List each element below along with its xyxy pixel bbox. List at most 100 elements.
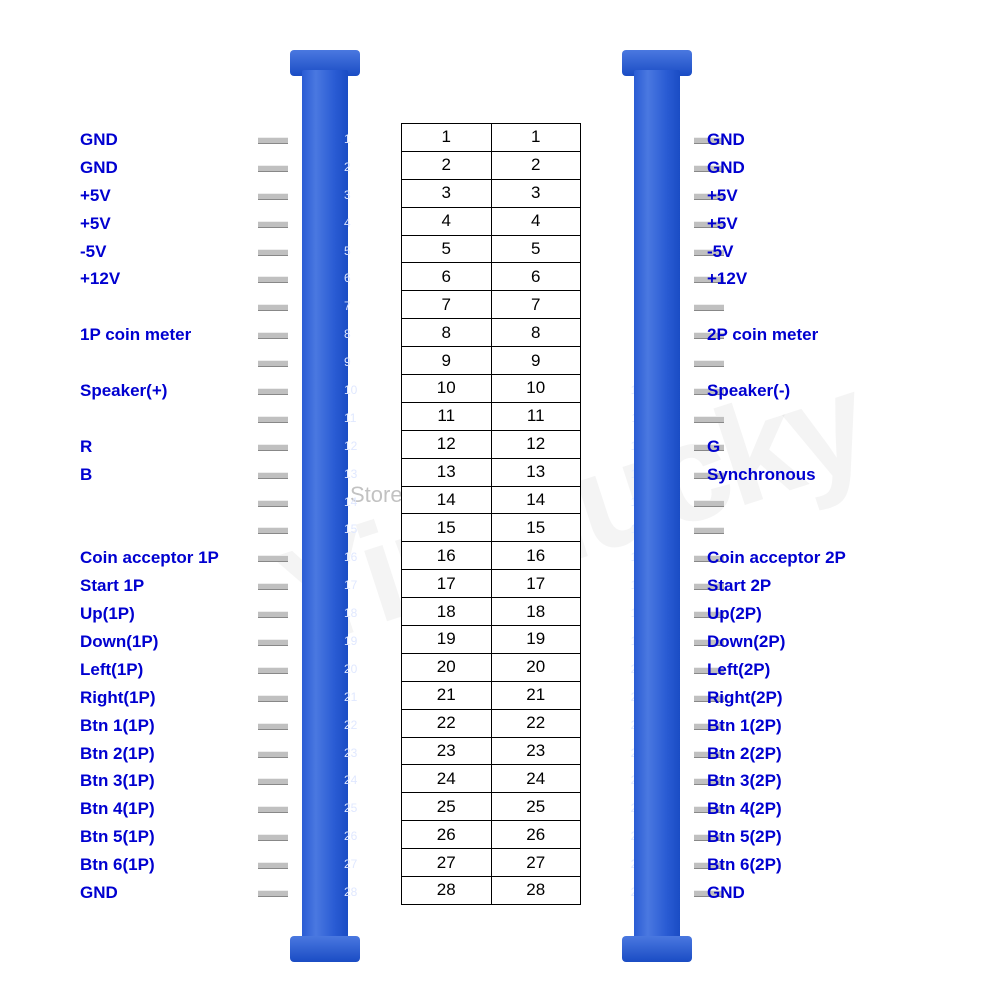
pin-label-left: Right(1P) [80,684,250,712]
table-cell-right-number: 16 [491,542,581,570]
connector-pin [258,767,288,795]
connector-pin [258,489,288,517]
table-cell-left-number: 12 [402,430,492,458]
pin-label-left: R [80,433,250,461]
table-row: 44 [402,207,581,235]
pin-label-right: Btn 3(2P) [707,767,877,795]
table-row: 2424 [402,765,581,793]
table-row: 1313 [402,458,581,486]
pin-label-left: -5V [80,238,250,266]
table-row: 2828 [402,877,581,905]
table-cell-left-number: 28 [402,877,492,905]
connector-pin [258,210,288,238]
pin-label-right: Up(2P) [707,600,877,628]
connector-pin-number: 16 [340,544,370,572]
table-row: 77 [402,291,581,319]
table-cell-right-number: 11 [491,402,581,430]
table-cell-right-number: 25 [491,793,581,821]
table-cell-left-number: 8 [402,319,492,347]
pin-label-left: +5V [80,182,250,210]
connector-pin [258,823,288,851]
pin-label-right: G [707,433,877,461]
table-cell-left-number: 15 [402,514,492,542]
pin-label-left: +5V [80,210,250,238]
connector-pin-number: 11 [340,405,370,433]
pin-label-left: Coin acceptor 1P [80,544,250,572]
table-cell-left-number: 6 [402,263,492,291]
pin-label-right: Btn 1(2P) [707,712,877,740]
connector-pin-number: 2 [340,154,370,182]
table-cell-right-number: 9 [491,347,581,375]
connector-pin [258,265,288,293]
pin-label-right [707,405,877,433]
table-cell-right-number: 22 [491,709,581,737]
pin-label-right [707,489,877,517]
table-cell-left-number: 19 [402,626,492,654]
table-cell-left-number: 4 [402,207,492,235]
connector-pin-number: 10 [340,377,370,405]
connector-pin-number: 15 [340,516,370,544]
table-row: 2020 [402,653,581,681]
table-cell-right-number: 14 [491,486,581,514]
left-connector-numbers: 1234567891011121314151617181920212223242… [340,126,370,908]
table-row: 1616 [402,542,581,570]
table-cell-left-number: 23 [402,737,492,765]
connector-pin [258,349,288,377]
table-cell-left-number: 20 [402,653,492,681]
connector-pin [258,712,288,740]
connector-pin [258,600,288,628]
pin-label-right: GND [707,154,877,182]
connector-pin-number: 3 [340,182,370,210]
connector-pin [258,516,288,544]
table-cell-left-number: 2 [402,151,492,179]
table-cell-right-number: 24 [491,765,581,793]
connector-pin-number: 6 [340,265,370,293]
left-labels-column: GNDGND+5V+5V-5V+12V1P coin meterSpeaker(… [80,126,250,907]
right-connector-body [622,50,692,962]
connector-pin-number: 18 [340,600,370,628]
table-row: 1212 [402,430,581,458]
table-cell-right-number: 21 [491,681,581,709]
table-cell-right-number: 23 [491,737,581,765]
connector-pin-number: 12 [340,433,370,461]
connector-pin-number: 5 [340,238,370,266]
table-cell-right-number: 3 [491,179,581,207]
connector-pin-number: 26 [340,823,370,851]
table-cell-right-number: 1 [491,124,581,152]
table-row: 11 [402,124,581,152]
pin-label-right: Start 2P [707,572,877,600]
pin-label-right: Btn 5(2P) [707,823,877,851]
pin-label-left: Btn 6(1P) [80,851,250,879]
table-cell-left-number: 26 [402,821,492,849]
pin-label-right: Left(2P) [707,656,877,684]
pin-label-right: Speaker(-) [707,377,877,405]
connector-pin-number: 14 [340,489,370,517]
pin-label-right [707,293,877,321]
pin-label-left: Down(1P) [80,628,250,656]
connector-pin [258,544,288,572]
pin-label-left: 1P coin meter [80,321,250,349]
pin-label-right [707,516,877,544]
table-row: 2323 [402,737,581,765]
pin-label-left: Btn 1(1P) [80,712,250,740]
table-cell-left-number: 27 [402,849,492,877]
table-cell-right-number: 20 [491,653,581,681]
pin-label-right: Right(2P) [707,684,877,712]
pin-label-right: +5V [707,182,877,210]
pin-label-right: -5V [707,238,877,266]
table-cell-left-number: 22 [402,709,492,737]
connector-pin [258,851,288,879]
table-row: 2727 [402,849,581,877]
table-row: 2626 [402,821,581,849]
pin-label-right: GND [707,126,877,154]
connector-pin [258,321,288,349]
connector-pin [258,154,288,182]
connector-pin [258,879,288,907]
table-row: 1010 [402,375,581,403]
pin-label-right: +12V [707,265,877,293]
pin-label-right: Coin acceptor 2P [707,544,877,572]
table-cell-left-number: 13 [402,458,492,486]
table-cell-right-number: 10 [491,375,581,403]
connector-pin [258,795,288,823]
table-cell-left-number: 24 [402,765,492,793]
